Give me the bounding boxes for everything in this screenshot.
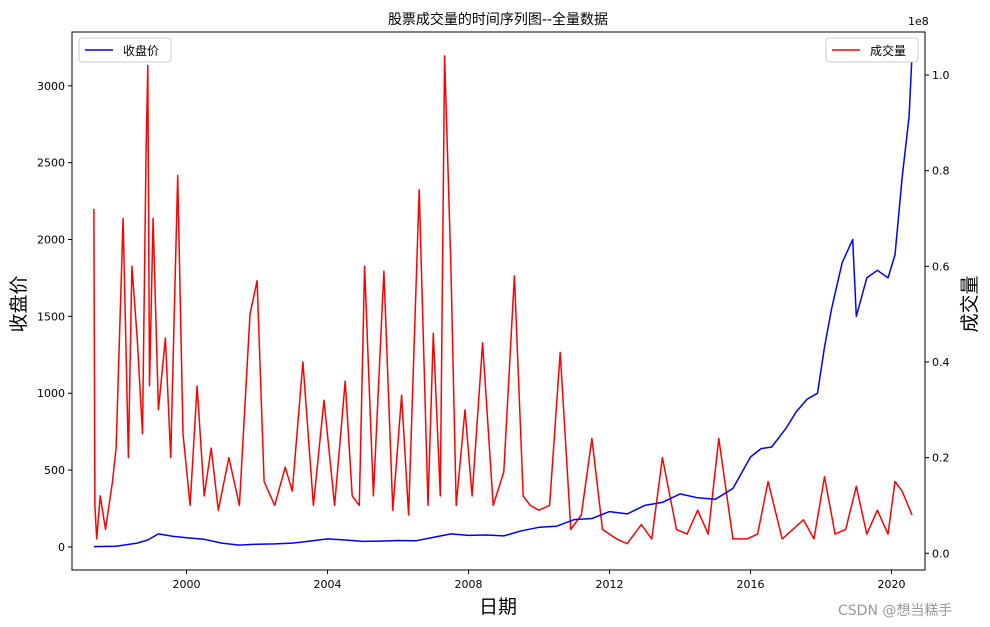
right-axis-multiplier: 1e8 [908,15,929,28]
legend-left-box [78,37,172,63]
y-left-tick-label: 2000 [37,234,65,247]
x-axis-title: 日期 [479,596,517,618]
y-left-tick-label: 3000 [37,80,65,93]
close-price-series-line [93,55,913,548]
y-right-tick-label: 0.2 [932,452,950,465]
volume-series-line [93,55,913,545]
x-axis: 2000 2004 2008 2012 2016 2020 [173,570,906,591]
legend-left: 收盘价 [78,37,172,63]
y-axis-left: 0 500 1000 1500 2000 2500 3000 [37,80,72,554]
legend-right-label: 成交量 [870,43,906,58]
y-right-tick-label: 0.6 [932,260,950,273]
y-left-tick-label: 500 [44,464,65,477]
x-tick-label: 2004 [314,578,342,591]
y-left-tick-label: 1000 [37,387,65,400]
y-right-tick-label: 0.0 [932,547,950,560]
series-layer [93,55,913,548]
y-right-tick-label: 1.0 [932,69,950,82]
y-left-tick-label: 1500 [37,310,65,323]
plot-frame [71,31,926,571]
x-tick-label: 2020 [878,578,906,591]
x-tick-label: 2008 [455,578,483,591]
y-left-tick-label: 0 [58,541,65,554]
y-axis-right: 0.0 0.2 0.4 0.6 0.8 1.0 [925,69,950,560]
legend-right: 成交量 [825,37,919,63]
y-axis-right-title: 成交量 [959,275,981,332]
y-right-tick-label: 0.4 [932,356,950,369]
y-right-tick-label: 0.8 [932,165,950,178]
y-axis-left-title: 收盘价 [8,275,30,332]
legend-right-box [825,37,919,63]
x-tick-label: 2012 [596,578,624,591]
chart-title: 股票成交量的时间序列图--全量数据 [388,11,608,28]
legend-left-label: 收盘价 [123,43,159,58]
x-tick-label: 2000 [173,578,201,591]
x-tick-label: 2016 [737,578,765,591]
watermark-text: CSDN @想当糕手 [838,603,952,619]
y-left-tick-label: 2500 [37,157,65,170]
